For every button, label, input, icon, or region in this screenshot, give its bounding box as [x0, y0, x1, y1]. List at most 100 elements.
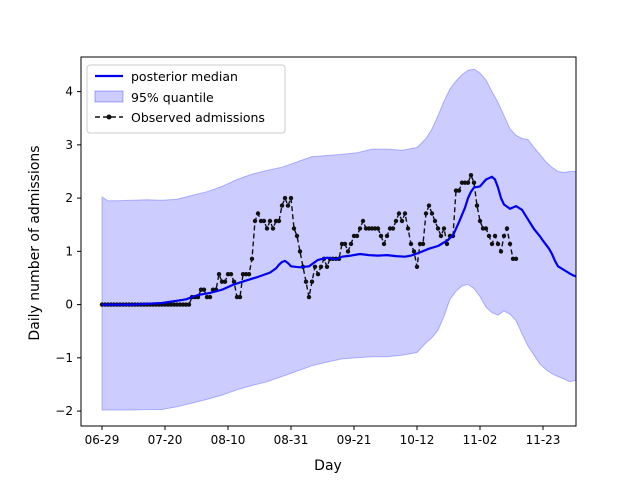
observed-point — [402, 211, 408, 216]
legend: posterior median 95% quantile Observed a… — [86, 64, 286, 134]
observed-point — [384, 233, 390, 239]
observed-point — [441, 226, 447, 231]
observed-point — [414, 264, 420, 269]
axes: 06-29 07-20 08-10 08-31 09-21 10-12 11-02 11-23… — [55, 56, 577, 447]
y-tick-label: −2 — [55, 404, 73, 418]
median-line — [102, 175, 577, 306]
observed-point — [399, 218, 405, 224]
observed-point — [423, 211, 429, 216]
observed-point — [285, 203, 291, 208]
observed-point — [237, 294, 243, 300]
legend-band-label: 95% quantile — [131, 90, 214, 105]
observed-point — [261, 218, 267, 224]
observed-point — [276, 218, 282, 224]
observed-point — [267, 218, 273, 224]
observed-point — [318, 264, 324, 269]
observed-point — [492, 233, 498, 239]
observed-point — [426, 203, 432, 208]
observed-point — [390, 226, 396, 231]
observed-point — [315, 272, 321, 277]
observed-point — [255, 211, 261, 216]
observed-point — [294, 233, 300, 239]
observed-point — [471, 180, 477, 185]
legend-observed-label: Observed admissions — [131, 110, 265, 125]
observed-point — [345, 249, 351, 254]
observed-point — [435, 226, 441, 231]
observed-point — [282, 195, 288, 201]
observed-point — [354, 233, 360, 239]
observed-point — [438, 233, 444, 239]
legend-band-swatch — [94, 90, 124, 103]
observed-point — [360, 218, 366, 224]
observed-point — [246, 272, 252, 277]
observed-point — [381, 241, 387, 247]
observed-point — [477, 218, 483, 224]
observed-point — [444, 241, 450, 247]
observed-point — [393, 218, 399, 224]
observed-point — [216, 272, 222, 277]
observed-point — [408, 241, 414, 247]
observed-point — [306, 294, 312, 300]
observed-point — [501, 233, 507, 239]
observed-point — [324, 264, 330, 269]
observed-point — [504, 226, 510, 231]
observed-point — [348, 241, 354, 247]
observed-point — [429, 211, 435, 216]
observed-point — [309, 279, 315, 284]
y-tick-label: 0 — [65, 298, 73, 312]
observed-point — [411, 249, 417, 254]
x-tick-label: 10-12 — [400, 433, 435, 447]
observed-point — [312, 264, 318, 269]
observed-point — [342, 241, 348, 247]
observed-point — [231, 279, 237, 284]
y-axis-label: Daily number of admissions — [27, 145, 43, 340]
observed-point — [207, 294, 213, 300]
observed-point — [507, 241, 513, 247]
observed-point — [483, 226, 489, 231]
observed-point — [279, 203, 285, 208]
observed-point — [297, 249, 303, 254]
x-tick-label: 06-29 — [85, 433, 120, 447]
observed-point — [303, 279, 309, 284]
x-axis-label: Day — [314, 458, 342, 474]
y-tick-label: 4 — [65, 85, 73, 99]
observed-point — [495, 241, 501, 247]
legend-observed-marker — [106, 114, 112, 120]
x-tick-label: 08-31 — [274, 433, 309, 447]
observed-point — [489, 241, 495, 247]
observed-point — [222, 279, 228, 284]
axes-frame — [80, 56, 577, 427]
legend-median-label: posterior median — [131, 69, 238, 84]
y-tick-label: 3 — [65, 138, 73, 152]
observed-point — [456, 188, 462, 193]
legend-box — [86, 64, 286, 134]
observed-point — [375, 226, 381, 231]
x-tick-label: 07-20 — [148, 433, 183, 447]
observed-point — [378, 233, 384, 239]
observed-point — [252, 218, 258, 224]
y-tick-label: −1 — [55, 351, 73, 365]
y-tick-label: 1 — [65, 244, 73, 258]
observed-point — [228, 272, 234, 277]
observed-point — [498, 249, 504, 254]
x-tick-label: 11-23 — [526, 433, 561, 447]
observed-point — [420, 241, 426, 247]
y-tick-label: 2 — [65, 191, 73, 205]
observed-point — [357, 226, 363, 231]
observed-point — [249, 256, 255, 261]
x-tick-label: 08-10 — [211, 433, 246, 447]
x-tick-label: 09-21 — [337, 433, 372, 447]
observed-point — [432, 218, 438, 224]
observed-point — [513, 256, 519, 261]
observed-point — [270, 226, 276, 231]
observed-point — [405, 226, 411, 231]
observed-point — [465, 180, 471, 185]
observed-point — [474, 203, 480, 208]
observed-point — [201, 287, 207, 292]
observed-point — [396, 211, 402, 216]
observed-point — [468, 173, 474, 178]
observed-point — [486, 233, 492, 239]
observed-point — [264, 226, 270, 231]
observed-point — [288, 195, 294, 201]
